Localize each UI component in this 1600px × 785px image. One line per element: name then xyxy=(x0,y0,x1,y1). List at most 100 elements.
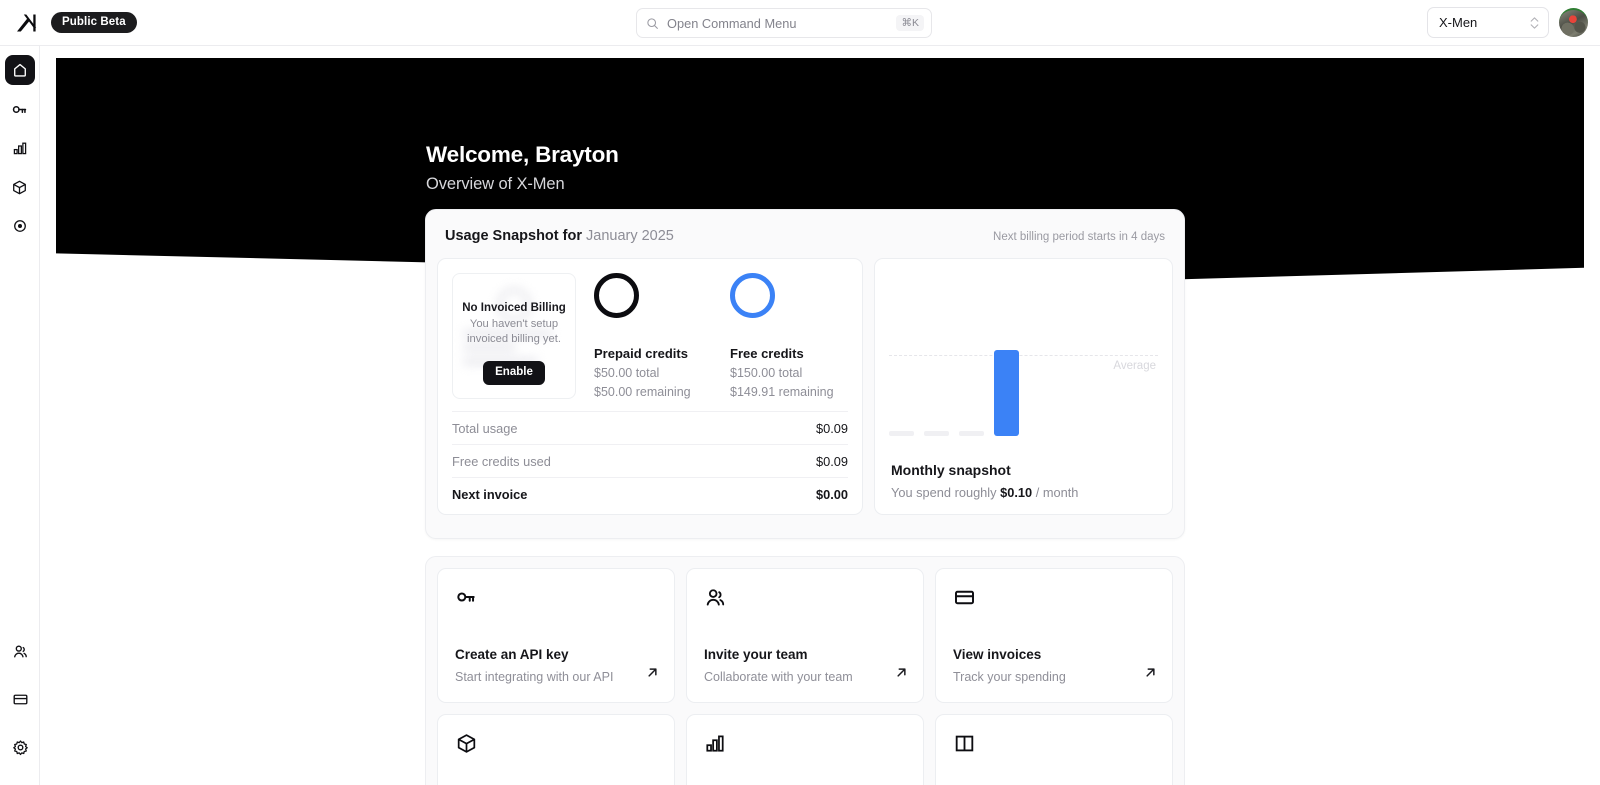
invoiced-billing-description: You haven't setup invoiced billing yet. xyxy=(467,318,561,345)
action-card-title: Create an API key xyxy=(455,647,569,662)
action-card-description: Collaborate with your team xyxy=(704,670,853,684)
action-card-models[interactable] xyxy=(437,714,675,785)
prepaid-credits-ring xyxy=(594,273,639,318)
spend-amount: $0.10 xyxy=(1000,485,1033,500)
page-subtitle: Overview of X-Men xyxy=(426,175,565,193)
usage-snapshot-title-prefix: Usage Snapshot for xyxy=(445,228,582,244)
free-credits-used-value: $0.09 xyxy=(815,453,848,469)
command-menu-shortcut: ⌘K xyxy=(896,14,924,32)
chart-bar[interactable] xyxy=(959,431,984,436)
command-menu-button[interactable]: Open Command Menu ⌘K xyxy=(636,8,932,38)
chart-bar[interactable] xyxy=(994,350,1019,436)
sidebar-item-settings[interactable] xyxy=(5,732,35,762)
sidebar-item-usage[interactable] xyxy=(5,133,35,163)
action-card-invite-team[interactable]: Invite your team Collaborate with your t… xyxy=(686,568,924,703)
monthly-snapshot-subtitle: You spend roughly $0.10 / month xyxy=(891,485,1078,500)
arrow-up-right-icon xyxy=(646,666,659,684)
team-selector[interactable]: X-Men xyxy=(1427,7,1549,38)
table-row: Next invoice $0.00 xyxy=(452,477,848,510)
target-icon xyxy=(13,220,26,232)
cube-icon xyxy=(455,732,657,762)
hero-banner-text: Welcome, Brayton Overview of X-Men xyxy=(426,142,619,194)
invoiced-billing-overlay: No Invoiced Billing You haven't setup in… xyxy=(453,274,575,398)
action-card-view-invoices[interactable]: View invoices Track your spending xyxy=(935,568,1173,703)
average-line xyxy=(889,355,1158,356)
sidebar xyxy=(0,46,40,785)
action-card-documentation[interactable] xyxy=(935,714,1173,785)
sidebar-item-home[interactable] xyxy=(4,55,35,85)
total-usage-value: $0.09 xyxy=(815,420,848,436)
prepaid-credits-item: Prepaid credits $50.00 total $50.00 rema… xyxy=(576,273,712,399)
prepaid-credits-remaining: $50.00 remaining xyxy=(594,385,691,399)
brand: Public Beta xyxy=(0,10,137,36)
credit-card-icon xyxy=(13,694,27,704)
billing-period-note: Next billing period starts in 4 days xyxy=(993,231,1165,243)
command-menu-wrapper: Open Command Menu ⌘K xyxy=(636,8,932,38)
free-credits-remaining: $149.91 remaining xyxy=(730,385,834,399)
bar-chart-icon xyxy=(13,142,26,155)
sidebar-item-models[interactable] xyxy=(5,172,35,202)
xai-logo-icon[interactable] xyxy=(14,10,40,36)
action-card-create-api-key[interactable]: Create an API key Start integrating with… xyxy=(437,568,675,703)
next-invoice-label: Next invoice xyxy=(452,486,528,502)
credits-panel: No Invoiced Billing You haven't setup in… xyxy=(437,258,863,515)
invoiced-billing-card[interactable]: No Invoiced Billing You haven't setup in… xyxy=(452,273,576,399)
command-menu-placeholder: Open Command Menu xyxy=(667,15,797,31)
enable-invoiced-billing-button[interactable]: Enable xyxy=(483,360,545,385)
cube-icon xyxy=(13,180,26,194)
public-beta-badge: Public Beta xyxy=(51,11,137,34)
usage-rows: Total usage $0.09 Free credits used $0.0… xyxy=(438,411,862,514)
gear-icon xyxy=(12,739,28,755)
table-row: Total usage $0.09 xyxy=(452,411,848,444)
sidebar-item-fine-tuning[interactable] xyxy=(5,211,35,241)
avatar[interactable] xyxy=(1559,8,1588,37)
key-icon xyxy=(455,586,657,616)
usage-snapshot-card: Usage Snapshot for January 2025 Next bil… xyxy=(425,209,1185,539)
free-credits-label: Free credits xyxy=(730,346,804,361)
monthly-snapshot-footer: Monthly snapshot You spend roughly $0.10… xyxy=(891,462,1078,500)
usage-snapshot-header: Usage Snapshot for January 2025 Next bil… xyxy=(426,210,1184,244)
action-card-description: Track your spending xyxy=(953,670,1066,684)
book-icon xyxy=(953,732,1155,762)
page-title: Welcome, Brayton xyxy=(426,142,619,167)
usage-snapshot-title: Usage Snapshot for January 2025 xyxy=(445,228,674,244)
users-icon xyxy=(13,644,27,657)
average-label: Average xyxy=(1113,360,1156,372)
blurred-line xyxy=(463,330,553,337)
action-card-title: View invoices xyxy=(953,647,1042,662)
quick-actions-grid: Create an API key Start integrating with… xyxy=(425,556,1185,785)
prepaid-credits-label: Prepaid credits xyxy=(594,346,688,361)
free-credits-used-label: Free credits used xyxy=(452,453,551,469)
bar-chart-icon xyxy=(704,732,906,762)
free-credits-item: Free credits $150.00 total $149.91 remai… xyxy=(712,273,848,399)
table-row: Free credits used $0.09 xyxy=(452,444,848,477)
arrow-up-right-icon xyxy=(895,666,908,684)
action-card-title: Invite your team xyxy=(704,647,808,662)
next-invoice-value: $0.00 xyxy=(815,486,848,502)
home-icon xyxy=(13,63,26,77)
monthly-snapshot-panel: Average Monthly snapshot You spend rough… xyxy=(874,258,1173,515)
credit-card-icon xyxy=(953,586,1155,616)
chart-bar[interactable] xyxy=(889,431,914,436)
credits-row: No Invoiced Billing You haven't setup in… xyxy=(438,259,862,411)
usage-snapshot-period: January 2025 xyxy=(586,228,674,244)
chart-bar[interactable] xyxy=(924,431,949,436)
sidebar-bottom xyxy=(0,636,40,771)
top-bar-right: X-Men xyxy=(1427,7,1588,38)
arrow-up-right-icon xyxy=(1144,666,1157,684)
action-card-usage[interactable] xyxy=(686,714,924,785)
blurred-ring xyxy=(497,288,531,322)
blurred-line xyxy=(463,344,517,351)
sidebar-item-team[interactable] xyxy=(5,636,35,666)
prepaid-credits-total: $50.00 total xyxy=(594,366,660,380)
sidebar-item-api-keys[interactable] xyxy=(5,94,35,124)
users-icon xyxy=(704,586,906,616)
total-usage-label: Total usage xyxy=(452,420,518,436)
monthly-snapshot-chart: Average xyxy=(875,259,1172,471)
usage-snapshot-body: No Invoiced Billing You haven't setup in… xyxy=(426,244,1184,526)
spend-suffix: / month xyxy=(1035,485,1079,500)
action-card-description: Start integrating with our API xyxy=(455,670,614,684)
chevron-updown-icon xyxy=(1530,16,1539,29)
invoiced-billing-title: No Invoiced Billing xyxy=(462,302,566,314)
sidebar-item-billing[interactable] xyxy=(5,684,35,714)
